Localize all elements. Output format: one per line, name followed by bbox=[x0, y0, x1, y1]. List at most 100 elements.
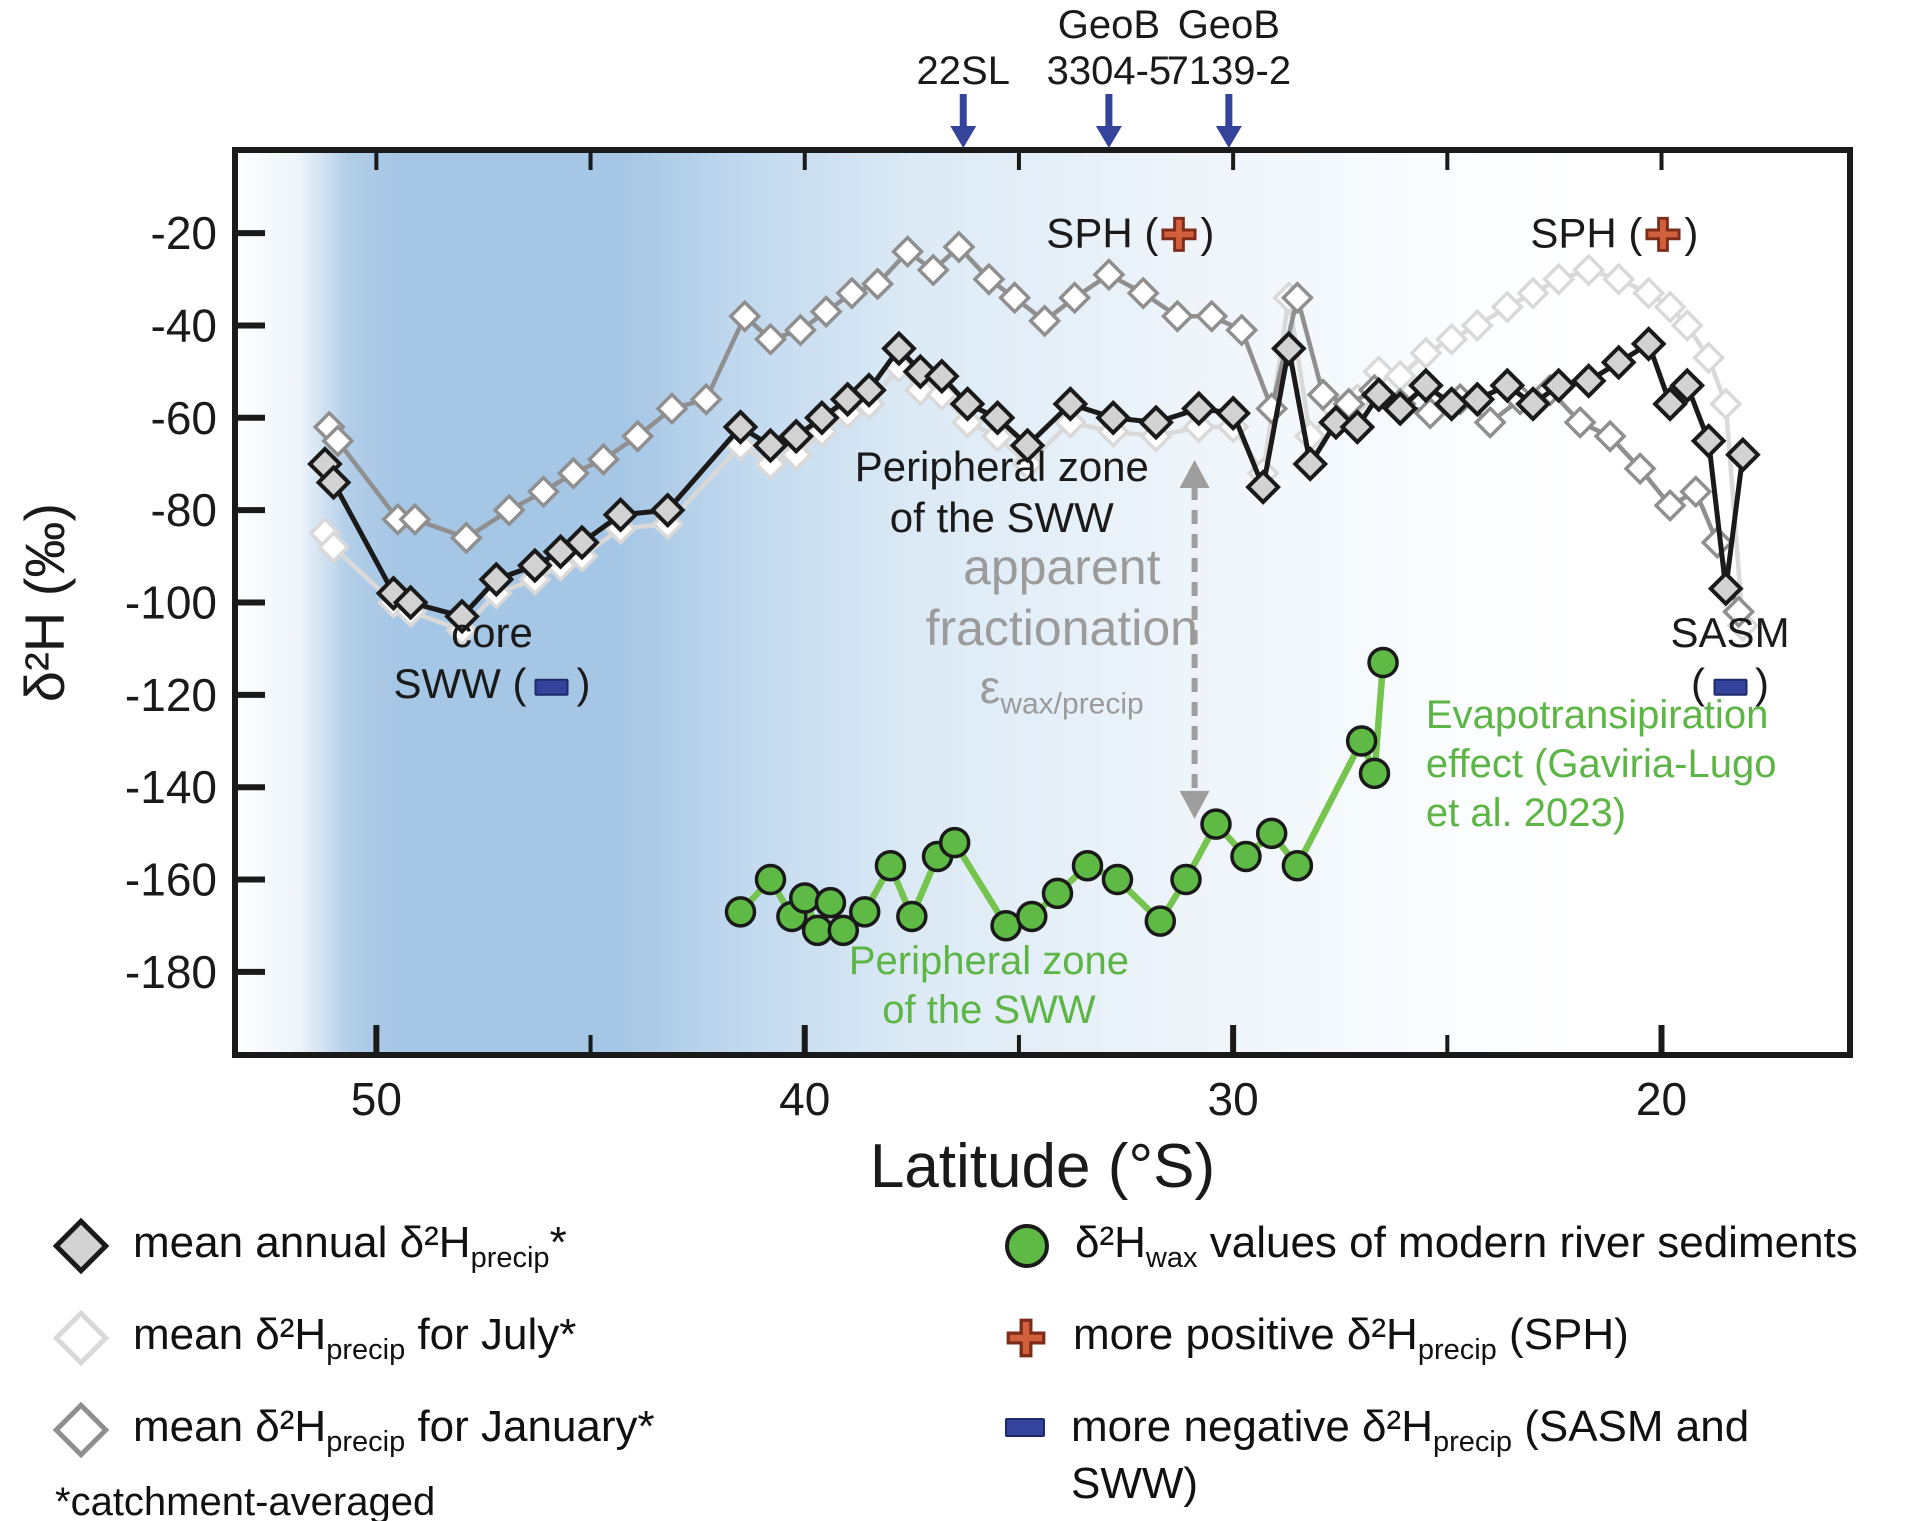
marker bbox=[814, 886, 847, 919]
marker bbox=[990, 909, 1022, 942]
minus-icon bbox=[1005, 1418, 1045, 1437]
plus-icon bbox=[1161, 216, 1197, 253]
marker bbox=[444, 598, 480, 635]
core-label: 22SL bbox=[917, 49, 1010, 93]
marker bbox=[851, 372, 887, 408]
sasm-line2: () bbox=[1691, 659, 1770, 707]
circle-wax-icon bbox=[1005, 1224, 1049, 1269]
x-tick-label: 40 bbox=[779, 1073, 830, 1125]
marker bbox=[1200, 808, 1232, 840]
marker bbox=[1126, 276, 1160, 310]
x-tick-label: 20 bbox=[1636, 1073, 1687, 1125]
legend-positive: more positive δ²Hprecip (SPH) bbox=[1005, 1310, 1629, 1367]
marker bbox=[1602, 262, 1636, 296]
legend-wax: δ²Hwax values of modern river sediments bbox=[1005, 1218, 1858, 1275]
marker bbox=[1095, 399, 1132, 436]
marker bbox=[1652, 386, 1688, 422]
sph-close: ) bbox=[1684, 209, 1699, 257]
marker bbox=[1041, 877, 1074, 910]
marker bbox=[949, 386, 986, 422]
anno-sasm: SASM () bbox=[1671, 607, 1790, 709]
y-tick-label: -160 bbox=[125, 854, 217, 906]
plus-icon bbox=[1006, 1319, 1046, 1358]
marker bbox=[998, 281, 1032, 315]
x-axis-label: Latitude (°S) bbox=[870, 1132, 1215, 1201]
marker bbox=[1570, 363, 1607, 399]
marker bbox=[1722, 595, 1756, 629]
marker bbox=[1052, 386, 1089, 422]
anno-apparent: apparent fractionation εwax/precip bbox=[926, 537, 1198, 723]
marker bbox=[891, 235, 925, 269]
marker bbox=[1473, 405, 1507, 439]
marker bbox=[1679, 475, 1713, 509]
marker bbox=[1144, 905, 1177, 937]
marker bbox=[317, 530, 351, 564]
marker bbox=[1709, 387, 1743, 421]
marker bbox=[916, 253, 950, 287]
marker bbox=[1245, 469, 1281, 505]
marker bbox=[1360, 376, 1397, 413]
marker bbox=[1345, 725, 1378, 757]
marker bbox=[752, 427, 789, 464]
marker bbox=[315, 464, 352, 501]
anno-sph-right: SPH () bbox=[1530, 207, 1698, 258]
marker bbox=[1255, 817, 1288, 850]
marker bbox=[478, 561, 515, 598]
diamond-january-icon bbox=[52, 1402, 110, 1459]
series-annual bbox=[307, 326, 1761, 635]
marker bbox=[449, 521, 483, 555]
marker bbox=[942, 230, 976, 264]
marker bbox=[1630, 326, 1667, 362]
marker bbox=[1182, 410, 1216, 444]
legend-footnote: *catchment-averaged bbox=[55, 1480, 436, 1521]
marker bbox=[321, 424, 355, 458]
anno-sph-left: SPH () bbox=[1046, 207, 1214, 258]
legend-positive-label: more positive δ²Hprecip (SPH) bbox=[1073, 1310, 1629, 1366]
marker bbox=[1408, 367, 1444, 404]
core-marker: 22SL bbox=[917, 49, 1010, 148]
marker bbox=[874, 849, 907, 882]
marker bbox=[1435, 322, 1469, 356]
anno-evapo: Evapotransipiration effect (Gaviria-Lugo… bbox=[1425, 692, 1777, 835]
y-tick-label: -40 bbox=[151, 299, 217, 351]
marker bbox=[979, 399, 1016, 436]
marker bbox=[1092, 258, 1126, 292]
y-axis-label: δ²H (‰) bbox=[13, 503, 76, 702]
core-label: 3304-5 bbox=[1047, 49, 1172, 93]
marker bbox=[1563, 405, 1597, 439]
core-label: GeoB bbox=[1178, 3, 1280, 47]
marker bbox=[492, 493, 526, 527]
marker bbox=[1281, 849, 1314, 882]
marker bbox=[556, 456, 590, 490]
marker bbox=[804, 399, 840, 436]
marker bbox=[1058, 281, 1092, 315]
fractionation-arrow bbox=[1179, 459, 1210, 819]
marker bbox=[848, 896, 881, 928]
marker bbox=[1367, 646, 1399, 679]
y-tick-label: -180 bbox=[125, 946, 217, 998]
anno-peripheral-black: Peripheral zone of the SWW bbox=[854, 442, 1149, 541]
legend-july-label: mean δ²Hprecip for July* bbox=[133, 1310, 577, 1366]
diamond-july-icon bbox=[52, 1310, 110, 1367]
marker bbox=[392, 584, 429, 621]
minus-icon bbox=[1713, 678, 1748, 696]
marker bbox=[1382, 390, 1419, 427]
x-tick-label: 30 bbox=[1208, 1073, 1259, 1125]
legend-wax-label: δ²Hwax values of modern river sediments bbox=[1075, 1218, 1858, 1274]
anno-peripheral-green: Peripheral zone of the SWW bbox=[848, 938, 1130, 1032]
epsilon-label: εwax/precip bbox=[979, 661, 1144, 721]
marker bbox=[1053, 405, 1087, 439]
y-tick-label: -120 bbox=[125, 669, 217, 721]
marker bbox=[1028, 304, 1062, 338]
sph-text: SPH ( bbox=[1046, 209, 1159, 257]
chart-plot: 50 40 30 20 -20 -40 -60 -80 -100 -120 -140 -160 -180… bbox=[13, 3, 1853, 1201]
marker bbox=[801, 914, 834, 947]
marker bbox=[526, 475, 560, 509]
y-tick-label: -80 bbox=[151, 484, 217, 536]
marker bbox=[1101, 863, 1134, 896]
marker bbox=[1692, 341, 1726, 375]
minus-icon bbox=[534, 678, 569, 696]
